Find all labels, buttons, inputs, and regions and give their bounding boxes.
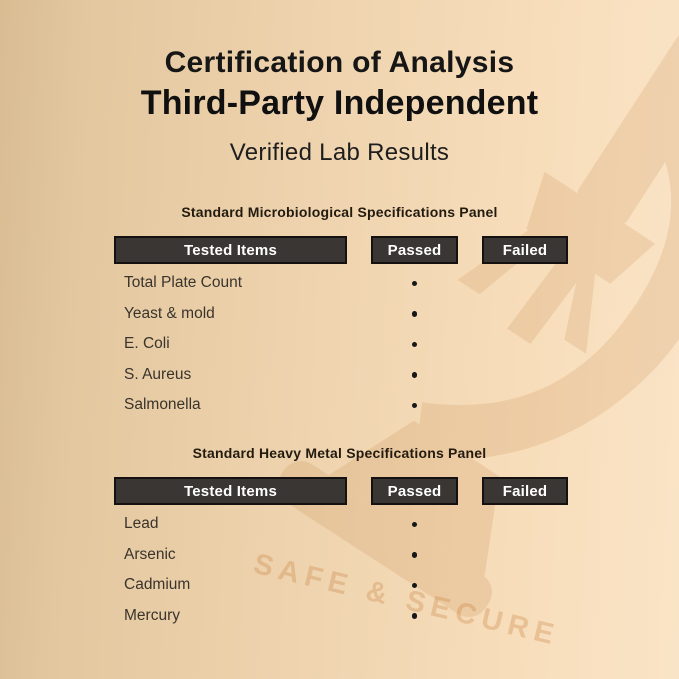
passed-dot-icon — [411, 552, 418, 558]
passed-cell — [371, 601, 458, 632]
page-subtitle-bold: Third-Party Independent — [140, 84, 539, 122]
failed-cell — [482, 601, 568, 632]
passed-cell — [371, 570, 458, 601]
tested-item-label: Lead — [124, 515, 159, 533]
table-row: Yeast & mold — [114, 299, 679, 330]
table-body: Lead Arsenic Cadmium Mercury — [114, 509, 679, 631]
passed-cell — [371, 329, 458, 360]
table-row: Lead — [114, 509, 679, 540]
failed-cell — [482, 329, 568, 360]
column-header-tested-items: Tested Items — [114, 236, 347, 264]
passed-dot-icon — [411, 372, 418, 378]
column-header-passed: Passed — [371, 236, 458, 264]
table-header-row: Tested Items Passed Failed — [114, 236, 679, 264]
failed-cell — [482, 509, 568, 540]
column-header-failed: Failed — [482, 477, 568, 505]
tested-item-label: S. Aureus — [124, 365, 192, 383]
failed-cell — [482, 299, 568, 330]
tested-item-label: E. Coli — [124, 335, 170, 353]
panel-title: Standard Heavy Metal Specifications Pane… — [192, 445, 487, 461]
panel-title: Standard Microbiological Specifications … — [181, 204, 498, 220]
table-row: Total Plate Count — [114, 268, 679, 299]
column-header-passed: Passed — [371, 477, 458, 505]
passed-cell — [371, 299, 458, 330]
table-body: Total Plate Count Yeast & mold E. Coli S. A… — [114, 268, 679, 421]
passed-dot-icon — [411, 521, 418, 527]
failed-cell — [482, 268, 568, 299]
passed-dot-icon — [411, 582, 418, 588]
tested-item-label: Yeast & mold — [124, 304, 215, 322]
table-row: E. Coli — [114, 329, 679, 360]
passed-cell — [371, 390, 458, 421]
tested-item-label: Salmonella — [124, 396, 201, 414]
table-row: Cadmium — [114, 570, 679, 601]
tested-item-label: Arsenic — [124, 545, 176, 563]
passed-dot-icon — [411, 311, 418, 317]
table-header-row: Tested Items Passed Failed — [114, 477, 679, 505]
passed-dot-icon — [411, 280, 418, 286]
passed-cell — [371, 268, 458, 299]
passed-cell — [371, 360, 458, 391]
page-title: Certification of Analysis — [164, 46, 515, 79]
table-row: S. Aureus — [114, 360, 679, 391]
table-row: Salmonella — [114, 390, 679, 421]
passed-cell — [371, 509, 458, 540]
failed-cell — [482, 540, 568, 571]
spec-panel: Standard Heavy Metal Specifications Pane… — [0, 437, 679, 631]
failed-cell — [482, 570, 568, 601]
column-header-tested-items: Tested Items — [114, 477, 347, 505]
passed-dot-icon — [411, 341, 418, 347]
page-subtitle: Verified Lab Results — [229, 139, 450, 166]
passed-dot-icon — [411, 402, 418, 408]
tested-item-label: Total Plate Count — [124, 274, 243, 292]
tested-item-label: Cadmium — [124, 576, 191, 594]
failed-cell — [482, 360, 568, 391]
passed-dot-icon — [411, 613, 418, 619]
failed-cell — [482, 390, 568, 421]
column-header-failed: Failed — [482, 236, 568, 264]
spec-panel: Standard Microbiological Specifications … — [0, 196, 679, 421]
tested-item-label: Mercury — [124, 606, 180, 624]
table-row: Mercury — [114, 601, 679, 632]
table-row: Arsenic — [114, 540, 679, 571]
passed-cell — [371, 540, 458, 571]
